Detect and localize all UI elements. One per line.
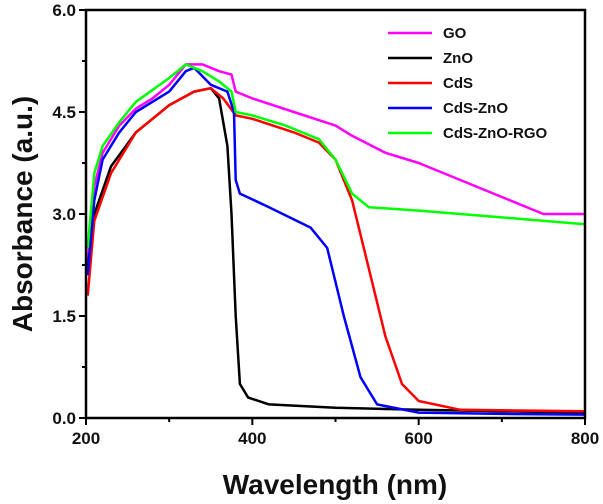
series-line-cds (86, 86, 586, 413)
legend-item-cds-zno: CdS-ZnO (388, 100, 508, 117)
legend-label: ZnO (443, 50, 473, 67)
legend-label: CdS-ZnO (443, 100, 508, 117)
legend-item-cds-zno-rgo: CdS-ZnO-RGO (388, 125, 547, 142)
x-tick-label: 200 (72, 429, 100, 448)
legend-label: CdS-ZnO-RGO (443, 125, 547, 142)
plot-frame (84, 8, 587, 420)
series-layer (86, 63, 586, 416)
y-tick-label: 3.0 (52, 205, 76, 224)
y-tick-label: 6.0 (52, 1, 76, 20)
y-tick-label: 4.5 (52, 103, 76, 122)
x-tick-label: 600 (404, 429, 432, 448)
x-tick-label: 800 (571, 429, 599, 448)
y-axis-title: Absorbance (a.u.) (7, 96, 38, 332)
ticks-layer: 200 400 600 800 0.0 1.5 3.0 4.5 6.0 (52, 1, 599, 448)
series-line-cds-zno (86, 66, 586, 416)
x-axis-title: Wavelength (nm) (223, 469, 448, 500)
series-line-go (86, 63, 585, 262)
legend-item-cds: CdS (388, 75, 473, 92)
legend-item-zno: ZnO (388, 50, 473, 67)
x-tick-label: 400 (238, 429, 266, 448)
series-line-cds-zno-rgo (86, 63, 586, 249)
legend-label: GO (443, 25, 467, 42)
legend-label: CdS (443, 75, 473, 92)
y-tick-label: 1.5 (52, 307, 76, 326)
legend-item-go: GO (388, 25, 467, 42)
legend: GO ZnO CdS CdS-ZnO CdS-ZnO-RGO (388, 25, 547, 142)
y-tick-label: 0.0 (52, 409, 76, 428)
